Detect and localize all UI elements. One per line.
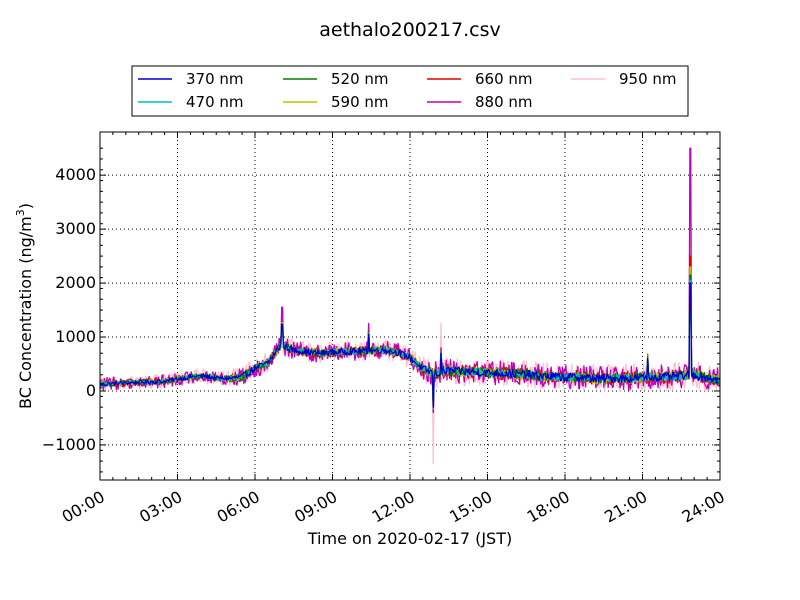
y-tick-label: 2000 <box>55 273 96 292</box>
legend: 370 nm 470 nm 520 nm 590 nm 660 nm 880 nm 950 … <box>131 65 689 117</box>
legend-label: 470 nm <box>186 93 244 111</box>
chart-title: aethalo200217.csv <box>319 19 501 41</box>
legend-label: 520 nm <box>331 70 389 88</box>
series-layer <box>99 147 721 465</box>
y-tick-label: 3000 <box>55 219 96 238</box>
legend-frame <box>131 65 689 117</box>
legend-label: 880 nm <box>475 93 533 111</box>
plot-area-frame <box>99 131 721 481</box>
y-axis-label-main: BC Concentration (ng/m <box>16 216 35 409</box>
y-tick-label: 1000 <box>55 327 96 346</box>
y-axis-label: BC Concentration (ng/m3) <box>14 203 35 409</box>
y-tick-label: −1000 <box>42 435 96 454</box>
x-axis-label: Time on 2020-02-17 (JST) <box>307 529 512 548</box>
legend-label: 660 nm <box>475 70 533 88</box>
grid <box>100 132 720 480</box>
y-tick-label: 0 <box>86 381 96 400</box>
series-line <box>99 282 721 408</box>
legend-label: 370 nm <box>186 70 244 88</box>
legend-label: 950 nm <box>619 70 677 88</box>
y-axis-label-sup: 3 <box>14 209 27 216</box>
legend-label: 590 nm <box>331 93 389 111</box>
y-axis-label-end: ) <box>16 203 35 209</box>
y-tick-label: 4000 <box>55 165 96 184</box>
